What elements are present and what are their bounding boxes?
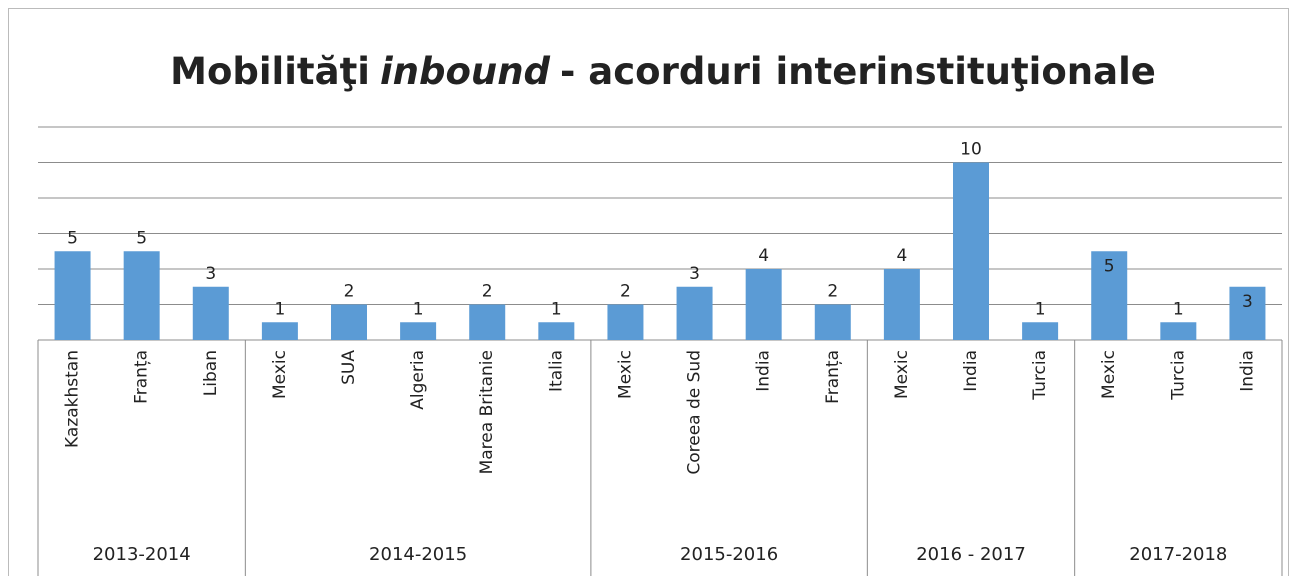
x-tick-label: Mexic [1099, 350, 1119, 399]
data-label: 5 [67, 228, 78, 248]
bar [745, 269, 782, 340]
bar [883, 269, 920, 340]
bar [1229, 286, 1266, 340]
bar [607, 304, 644, 340]
x-tick-label: Coreea de Sud [685, 350, 705, 475]
group-label: 2014-2015 [369, 544, 467, 565]
chart-title: Mobilităţi inbound - acorduri interinstitu… [170, 50, 1156, 93]
bar [953, 162, 989, 340]
data-label: 4 [758, 246, 769, 266]
data-label: 5 [136, 228, 147, 248]
group-label: 2016 - 2017 [916, 544, 1026, 565]
x-tick-label: Italia [546, 350, 566, 392]
bar [123, 251, 160, 340]
bar [331, 304, 367, 340]
x-tick-label: Marea Britanie [477, 350, 497, 474]
title-part: Mobilităţi [170, 50, 370, 93]
x-tick-label: India [1237, 350, 1257, 392]
data-label: 2 [827, 282, 838, 302]
data-label: 3 [205, 264, 216, 284]
data-label: 1 [1173, 299, 1184, 319]
x-tick-label: Turcia [1168, 350, 1188, 401]
bar [54, 251, 91, 340]
x-tick-label: Mexic [892, 350, 912, 399]
x-tick-label: Franța [823, 350, 843, 404]
bar [676, 286, 713, 340]
x-tick-label: India [961, 350, 981, 392]
data-label: 2 [482, 282, 493, 302]
x-tick-label: Kazakhstan [63, 350, 83, 448]
bar [538, 322, 575, 340]
data-label: 1 [274, 299, 285, 319]
data-label: 2 [620, 282, 631, 302]
group-label: 2013-2014 [93, 544, 191, 565]
x-tick-label: Liban [201, 350, 221, 396]
title-part: inbound [380, 50, 551, 93]
x-tick-label: Mexic [270, 350, 290, 399]
group-label: 2015-2016 [680, 544, 778, 565]
data-label: 2 [344, 282, 355, 302]
bar [814, 304, 851, 340]
data-label: 1 [413, 299, 424, 319]
bar [261, 322, 298, 340]
x-tick-label: Turcia [1030, 350, 1050, 401]
bar [1022, 322, 1059, 340]
data-label: 4 [896, 246, 907, 266]
x-tick-label: India [754, 350, 774, 392]
data-label: 1 [551, 299, 562, 319]
bar [1091, 251, 1128, 340]
bar [192, 286, 229, 340]
bar [469, 304, 506, 340]
data-label: 3 [689, 264, 700, 284]
bar [1160, 322, 1197, 340]
bar [400, 322, 437, 340]
data-label: 10 [960, 140, 982, 160]
x-tick-label: Franța [132, 350, 152, 404]
data-label: 1 [1035, 299, 1046, 319]
data-label: 3 [1242, 292, 1253, 312]
x-tick-label: SUA [339, 350, 359, 385]
group-label: 2017-2018 [1129, 544, 1227, 565]
data-label: 5 [1104, 256, 1115, 276]
x-tick-label: Mexic [615, 350, 635, 399]
title-part: - acorduri interinstituţionale [560, 50, 1156, 93]
x-tick-label: Algeria [408, 350, 428, 410]
